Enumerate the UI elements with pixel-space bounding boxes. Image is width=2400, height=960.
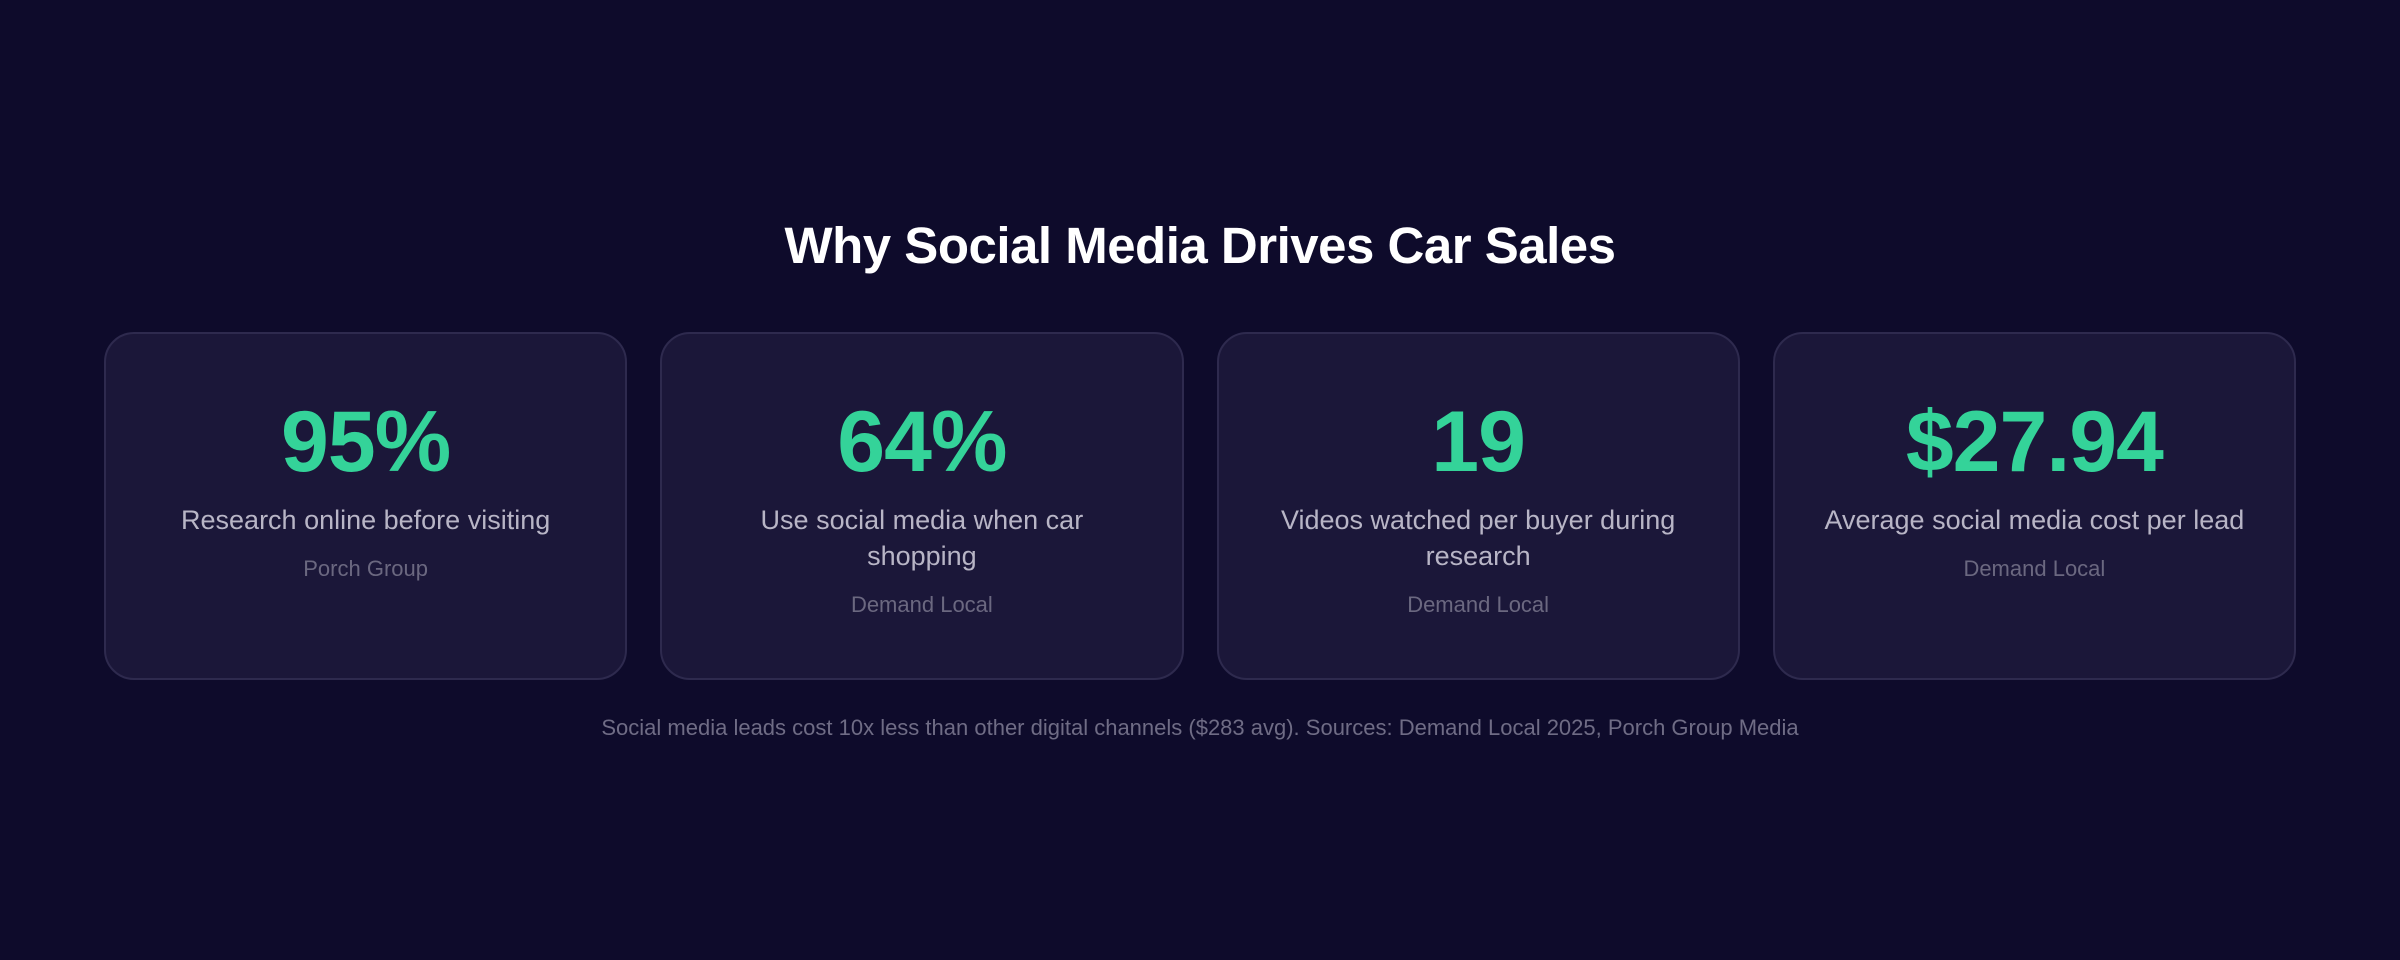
stat-card-cost-per-lead: $27.94 Average social media cost per lea… [1772,332,2296,680]
stat-label: Research online before visiting [181,505,551,535]
stat-label: Videos watched per buyer during research [1280,505,1676,571]
footnote: Social media leads cost 10x less than ot… [601,715,1799,740]
page-title: Why Social Media Drives Car Sales [784,217,1616,274]
stat-source: Demand Local [850,592,993,617]
stat-label: Use social media when car shopping [760,505,1084,571]
stat-value: 19 [1431,394,1526,490]
stat-source: Demand Local [1963,556,2106,581]
stat-card-social-shopping: 64% Use social media when car shopping D… [660,332,1184,680]
stat-value: 64% [837,394,1007,490]
stat-value: 95% [281,394,451,490]
stat-cards: 95% Research online before visiting Porc… [104,332,2296,680]
stat-source: Demand Local [1407,592,1550,617]
stat-source: Porch Group [303,556,428,581]
stat-value: $27.94 [1905,394,2164,490]
stat-card-research-online: 95% Research online before visiting Porc… [104,332,628,680]
stat-label: Average social media cost per lead [1824,505,2245,535]
stat-card-videos-watched: 19 Videos watched per buyer during resea… [1216,332,1740,680]
